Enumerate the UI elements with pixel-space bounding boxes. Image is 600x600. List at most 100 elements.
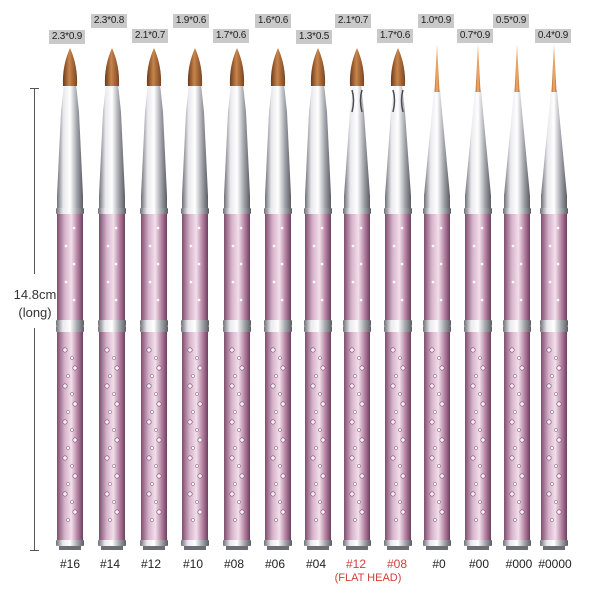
handle-ring	[343, 208, 371, 214]
jewel-dot	[310, 455, 316, 461]
brush-end-cap	[59, 546, 81, 550]
jewel-dot	[197, 298, 201, 302]
jewel-dot	[513, 374, 517, 378]
jewel-dot	[114, 509, 120, 515]
handle-ring	[56, 326, 84, 332]
jewel-dot	[437, 428, 441, 432]
jewel-dot	[233, 518, 237, 522]
jewel-dot	[104, 455, 110, 461]
handle-ring	[223, 208, 251, 214]
jewel-dot	[349, 419, 355, 425]
handle-ring	[503, 326, 531, 332]
jewel-dot	[72, 298, 76, 302]
jewel-dot	[431, 244, 435, 248]
flat-ferrule-pinch	[392, 89, 404, 113]
jewel-dot	[72, 473, 78, 479]
jewel-dot	[156, 365, 162, 371]
jewel-dot	[320, 262, 324, 266]
handle-ring	[384, 326, 412, 332]
size-tag: 0.7*0.9	[457, 29, 493, 43]
jewel-dot	[394, 374, 398, 378]
jewel-dot	[509, 491, 515, 497]
jewel-dot	[187, 455, 193, 461]
jewel-dot	[359, 509, 365, 515]
jewel-dot	[233, 446, 237, 450]
jewel-dot	[154, 356, 158, 360]
jewel-dot	[278, 428, 282, 432]
jewel-dot	[439, 509, 445, 515]
jewel-dot	[546, 383, 552, 389]
brush-ferrule	[265, 84, 291, 208]
jewel-dot	[511, 244, 515, 248]
handle-ring	[384, 320, 412, 326]
jewel-dot	[390, 347, 396, 353]
handle-ring	[540, 208, 568, 214]
brush-bristle	[390, 48, 406, 86]
jewel-dot	[554, 464, 558, 468]
jewel-dot	[237, 428, 241, 432]
jewel-dot	[150, 446, 154, 450]
jewel-dot	[62, 491, 68, 497]
jewel-dot	[114, 298, 118, 302]
jewel-dot	[511, 280, 515, 284]
jewel-dot	[320, 437, 326, 443]
jewel-dot	[320, 401, 326, 407]
brush	[140, 48, 168, 550]
jewel-dot	[556, 226, 560, 230]
jewel-dot	[390, 419, 396, 425]
jewel-dot	[433, 518, 437, 522]
jewel-dot	[146, 347, 152, 353]
jewel-dot	[550, 518, 554, 522]
handle-ring	[384, 540, 412, 546]
jewel-dot	[398, 356, 402, 360]
jewel-dot	[191, 410, 195, 414]
jewel-dot	[546, 347, 552, 353]
handle-ring	[423, 320, 451, 326]
brush-ferrule	[305, 84, 331, 208]
jewel-dot	[66, 410, 70, 414]
jewel-dot	[480, 473, 486, 479]
jewel-dot	[66, 482, 70, 486]
jewel-dot	[156, 226, 160, 230]
jewel-dot	[314, 482, 318, 486]
jewel-dot	[394, 518, 398, 522]
jewel-dot	[480, 437, 486, 443]
handle-ring	[56, 540, 84, 546]
jewel-dot	[519, 401, 525, 407]
size-tag: 1.6*0.6	[255, 14, 291, 28]
brush-number: #16	[59, 557, 81, 571]
brush-handle	[141, 208, 167, 546]
brush-number: #000	[505, 557, 533, 571]
jewel-dot	[191, 518, 195, 522]
jewel-dot	[310, 491, 316, 497]
handle-ring	[464, 320, 492, 326]
jewel-dot	[314, 446, 318, 450]
jewel-dot	[517, 392, 521, 396]
jewel-dot	[400, 365, 406, 371]
handle-ring	[181, 320, 209, 326]
brush-end-cap	[184, 546, 206, 550]
jewel-dot	[429, 455, 435, 461]
brush-end-cap	[426, 546, 448, 550]
jewel-dot	[550, 446, 554, 450]
brush-handle	[99, 208, 125, 546]
jewel-dot	[229, 347, 235, 353]
jewel-dot	[112, 464, 116, 468]
brush-end-cap	[307, 546, 329, 550]
jewel-dot	[146, 455, 152, 461]
brush-ferrule	[99, 84, 125, 208]
jewel-dot	[66, 374, 70, 378]
jewel-dot	[429, 383, 435, 389]
jewel-dot	[229, 491, 235, 497]
jewel-dot	[239, 298, 243, 302]
jewel-dot	[439, 365, 445, 371]
jewel-dot	[394, 446, 398, 450]
jewel-dot	[72, 437, 78, 443]
handle-ring	[540, 326, 568, 332]
jewel-dot	[187, 419, 193, 425]
jewel-dot	[150, 518, 154, 522]
jewel-dot	[519, 437, 525, 443]
brush-number: #08	[223, 557, 245, 571]
handle-ring	[540, 540, 568, 546]
jewel-dot	[239, 226, 243, 230]
